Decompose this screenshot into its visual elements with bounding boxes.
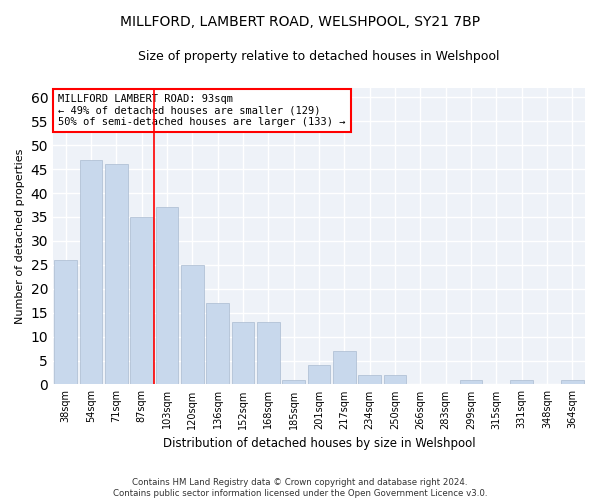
Bar: [257, 322, 280, 384]
Bar: [206, 303, 229, 384]
Bar: [105, 164, 128, 384]
X-axis label: Distribution of detached houses by size in Welshpool: Distribution of detached houses by size …: [163, 437, 475, 450]
Y-axis label: Number of detached properties: Number of detached properties: [15, 148, 25, 324]
Bar: [130, 217, 153, 384]
Text: Contains HM Land Registry data © Crown copyright and database right 2024.
Contai: Contains HM Land Registry data © Crown c…: [113, 478, 487, 498]
Bar: [282, 380, 305, 384]
Bar: [358, 375, 381, 384]
Bar: [333, 351, 356, 384]
Bar: [155, 208, 178, 384]
Bar: [181, 265, 204, 384]
Text: MILLFORD, LAMBERT ROAD, WELSHPOOL, SY21 7BP: MILLFORD, LAMBERT ROAD, WELSHPOOL, SY21 …: [120, 15, 480, 29]
Bar: [232, 322, 254, 384]
Text: MILLFORD LAMBERT ROAD: 93sqm
← 49% of detached houses are smaller (129)
50% of s: MILLFORD LAMBERT ROAD: 93sqm ← 49% of de…: [58, 94, 346, 127]
Bar: [55, 260, 77, 384]
Bar: [460, 380, 482, 384]
Bar: [80, 160, 103, 384]
Bar: [561, 380, 584, 384]
Bar: [308, 366, 331, 384]
Bar: [510, 380, 533, 384]
Title: Size of property relative to detached houses in Welshpool: Size of property relative to detached ho…: [138, 50, 500, 63]
Bar: [383, 375, 406, 384]
